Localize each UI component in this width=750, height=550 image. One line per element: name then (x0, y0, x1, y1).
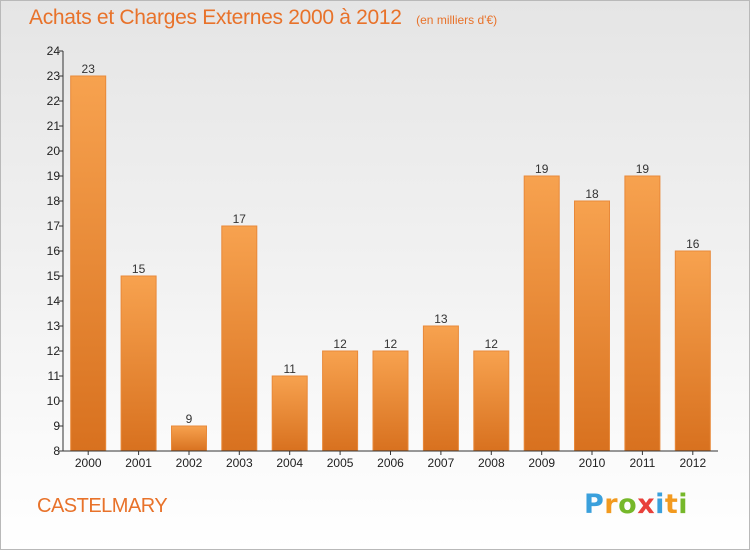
x-tick-label-2003: 2003 (226, 456, 253, 470)
data-label-2004: 11 (283, 362, 296, 376)
y-tick-label-23: 23 (47, 69, 61, 83)
bar-2006 (372, 350, 409, 452)
data-label-2012: 16 (686, 237, 700, 251)
y-tick-label-9: 9 (53, 419, 60, 433)
x-tick-label-2002: 2002 (176, 456, 203, 470)
bar-2001 (120, 275, 157, 452)
data-label-2000: 23 (82, 62, 96, 76)
data-label-2005: 12 (333, 337, 347, 351)
bar-2011 (624, 175, 661, 452)
chart-title: Achats et Charges Externes 2000 à 2012 (29, 6, 402, 29)
y-tick-label-15: 15 (47, 269, 61, 283)
data-label-2001: 15 (132, 262, 146, 276)
axis-layer: 2000 2001 2002 2003 2004 2005 2006 2007 2008 2009… (47, 44, 718, 470)
commune-name: CASTELMARY (37, 495, 168, 517)
data-label-2003: 17 (233, 212, 247, 226)
x-tick-label-2005: 2005 (327, 456, 354, 470)
brand-letter: t (664, 489, 679, 520)
data-label-2006: 12 (384, 337, 398, 351)
brand-letter: r (604, 489, 619, 520)
bar-2012 (674, 250, 711, 452)
bar-2008 (473, 350, 510, 452)
x-tick-label-2009: 2009 (528, 456, 555, 470)
data-label-2010: 18 (585, 187, 599, 201)
bar-2007 (422, 325, 459, 452)
x-tick-label-2011: 2011 (629, 456, 655, 470)
data-label-2011: 19 (636, 162, 650, 176)
y-tick-label-12: 12 (47, 344, 61, 358)
bar-2000 (70, 75, 107, 452)
y-tick-label-18: 18 (47, 194, 61, 208)
y-tick-label-8: 8 (53, 444, 60, 458)
brand-letter: i (678, 489, 689, 520)
y-tick-label-24: 24 (47, 44, 61, 58)
title-row: Achats et Charges Externes 2000 à 2012 (… (29, 6, 497, 30)
x-tick-label-2008: 2008 (478, 456, 505, 470)
brand-letter: x (637, 489, 656, 520)
y-tick-label-21: 21 (47, 119, 61, 133)
x-tick-label-2000: 2000 (75, 456, 102, 470)
y-tick-label-14: 14 (47, 294, 61, 308)
bar-2009 (523, 175, 560, 452)
bar-2003 (221, 225, 258, 452)
bar-2004 (271, 375, 308, 452)
bar-2005 (322, 350, 359, 452)
x-tick-label-2007: 2007 (428, 456, 455, 470)
brand-letter: i (655, 489, 665, 520)
x-tick-label-2010: 2010 (579, 456, 606, 470)
bars-layer: 23 15 9 17 11 12 12 13 12 19 18 19 16 (70, 62, 711, 452)
brand-letter: o (618, 489, 638, 520)
x-tick-label-2004: 2004 (276, 456, 303, 470)
data-label-2009: 19 (535, 162, 549, 176)
chart-subtitle: (en milliers d'€) (416, 13, 498, 27)
y-tick-label-22: 22 (47, 94, 61, 108)
x-tick-label-2012: 2012 (679, 456, 706, 470)
y-tick-label-17: 17 (47, 219, 61, 233)
y-tick-label-16: 16 (47, 244, 61, 258)
y-tick-label-19: 19 (47, 169, 61, 183)
x-tick-label-2006: 2006 (377, 456, 404, 470)
x-tick-label-2001: 2001 (125, 456, 152, 470)
data-label-2008: 12 (485, 337, 499, 351)
data-label-2002: 9 (186, 412, 193, 426)
bar-2002 (171, 425, 207, 452)
y-tick-label-10: 10 (47, 394, 61, 408)
y-tick-label-13: 13 (47, 319, 61, 333)
brand-logo: Proxiti (584, 489, 688, 520)
bar-2010 (574, 200, 610, 452)
brand-letter: P (584, 489, 605, 520)
y-tick-label-11: 11 (48, 369, 61, 383)
y-tick-label-20: 20 (47, 144, 61, 158)
data-label-2007: 13 (434, 312, 448, 326)
